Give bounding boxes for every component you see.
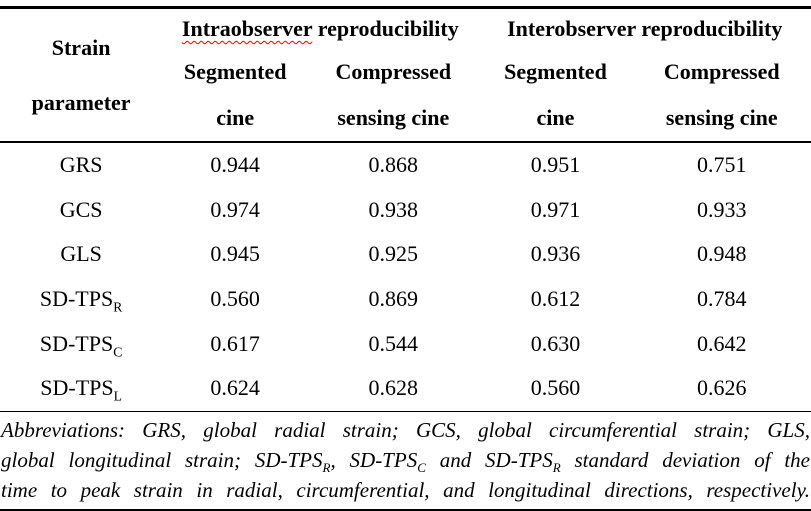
table-body: GRS 0.944 0.868 0.951 0.751 GCS 0.974 0.… [0,142,811,411]
column-header-inter-segmented-cine: Segmented cine [478,49,633,143]
header-line: sensing cine [337,105,450,130]
strain-header-line1: Strain [51,35,111,60]
table-row-grs: GRS 0.944 0.868 0.951 0.751 [0,142,811,188]
column-header-intra-segmented-cine: Segmented cine [162,49,309,143]
table-row-sd-tps-r: SD-TPSR 0.560 0.869 0.612 0.784 [0,277,811,322]
value-cell: 0.630 [530,330,581,356]
footnote-line1: Abbreviations: GRS, global radial strain… [1,417,810,442]
value-cell: 0.938 [368,196,419,222]
value-cell: 0.617 [210,330,260,356]
value-cell: 0.974 [210,196,260,222]
table-row-gcs: GCS 0.974 0.938 0.971 0.933 [0,188,811,233]
group-header-interobserver: Interobserver reproducibility [478,8,811,50]
header-line: cine [536,105,575,130]
row-label: SD-TPS [40,375,114,401]
value-cell: 0.612 [530,286,581,312]
header-line: sensing cine [665,105,778,130]
table-row-sd-tps-l: SD-TPSL 0.624 0.628 0.560 0.626 [0,366,811,411]
value-cell: 0.628 [368,375,419,401]
row-label: SD-TPS [39,286,114,312]
column-header-inter-compressed-sensing-cine: Compressed sensing cine [632,49,811,143]
header-line: Segmented [183,59,287,84]
row-label-cell: SD-TPSR [0,277,162,322]
row-label: GLS [60,241,102,267]
value-cell: 0.784 [697,286,747,312]
footnote-text-segment: and SD-TPS [425,447,553,472]
column-header-intra-compressed-sensing-cine: Compressed sensing cine [308,49,479,143]
value-cell: 0.925 [368,241,419,267]
footnote-text-segment: , SD-TPS [330,447,418,472]
header-group-row: Strain parameter Intraobserver reproduci… [0,7,811,143]
footnote: Abbreviations: GRS, global radial strain… [0,410,811,511]
row-label: GCS [59,196,103,222]
value-cell: 0.868 [368,152,419,178]
row-label-cell: SD-TPSC [0,321,162,366]
interobserver-rest: reproducibility [635,16,783,41]
footnote-text-segment: global longitudinal strain; SD-TPS [1,447,323,472]
value-cell: 0.948 [697,241,747,267]
value-cell: 0.560 [210,286,260,312]
value-cell: 0.945 [210,241,260,267]
value-cell: 0.751 [697,152,747,178]
footnote-subscript: R [552,459,561,475]
header-line: Compressed [663,59,780,84]
value-cell: 0.869 [368,286,419,312]
value-cell: 0.642 [697,330,747,356]
group-header-intraobserver: Intraobserver reproducibility [162,8,478,50]
row-label: SD-TPS [39,330,114,356]
table-header: Strain parameter Intraobserver reproduci… [0,7,811,143]
row-label-cell: GCS [0,188,162,233]
value-cell: 0.971 [530,196,581,222]
footnote-subscript: R [322,459,331,475]
value-cell: 0.936 [530,241,581,267]
header-line: Segmented [504,59,607,84]
footnote-line2: global longitudinal strain; SD-TPSR, SD-… [1,445,810,475]
footnote-text-segment: standard deviation of the [560,447,811,472]
column-header-strain-parameter: Strain parameter [0,7,163,143]
row-label-cell: GRS [0,142,162,188]
value-cell: 0.933 [697,196,747,222]
strain-header-line2: parameter [31,90,131,115]
value-cell: 0.624 [210,375,260,401]
value-cell: 0.944 [210,152,260,178]
row-label-cell: GLS [0,232,162,277]
table-row-sd-tps-c: SD-TPSC 0.617 0.544 0.630 0.642 [0,321,811,366]
value-cell: 0.544 [368,330,419,356]
row-label-subscript: R [113,299,123,315]
header-line: cine [216,105,255,130]
row-label-subscript: L [113,388,122,404]
footnote-line3: time to peak strain in radial, circumfer… [1,477,810,502]
footnote-subscript: C [417,459,426,475]
row-label-subscript: C [113,344,123,360]
row-label-cell: SD-TPSL [0,366,162,411]
intraobserver-rest: reproducibility [312,16,459,41]
header-line: Compressed [335,59,452,84]
header-sub-row: Segmented cine Compressed sensing cine S… [0,49,811,143]
value-cell: 0.951 [530,152,581,178]
row-label: GRS [59,152,103,178]
interobserver-word: Interobserver [507,16,636,41]
value-cell: 0.560 [530,375,581,401]
intraobserver-word-spellcheck-underline: Intraobserver [181,16,313,41]
reproducibility-table: Strain parameter Intraobserver reproduci… [0,6,811,411]
table-row-gls: GLS 0.945 0.925 0.936 0.948 [0,232,811,277]
value-cell: 0.626 [697,375,747,401]
